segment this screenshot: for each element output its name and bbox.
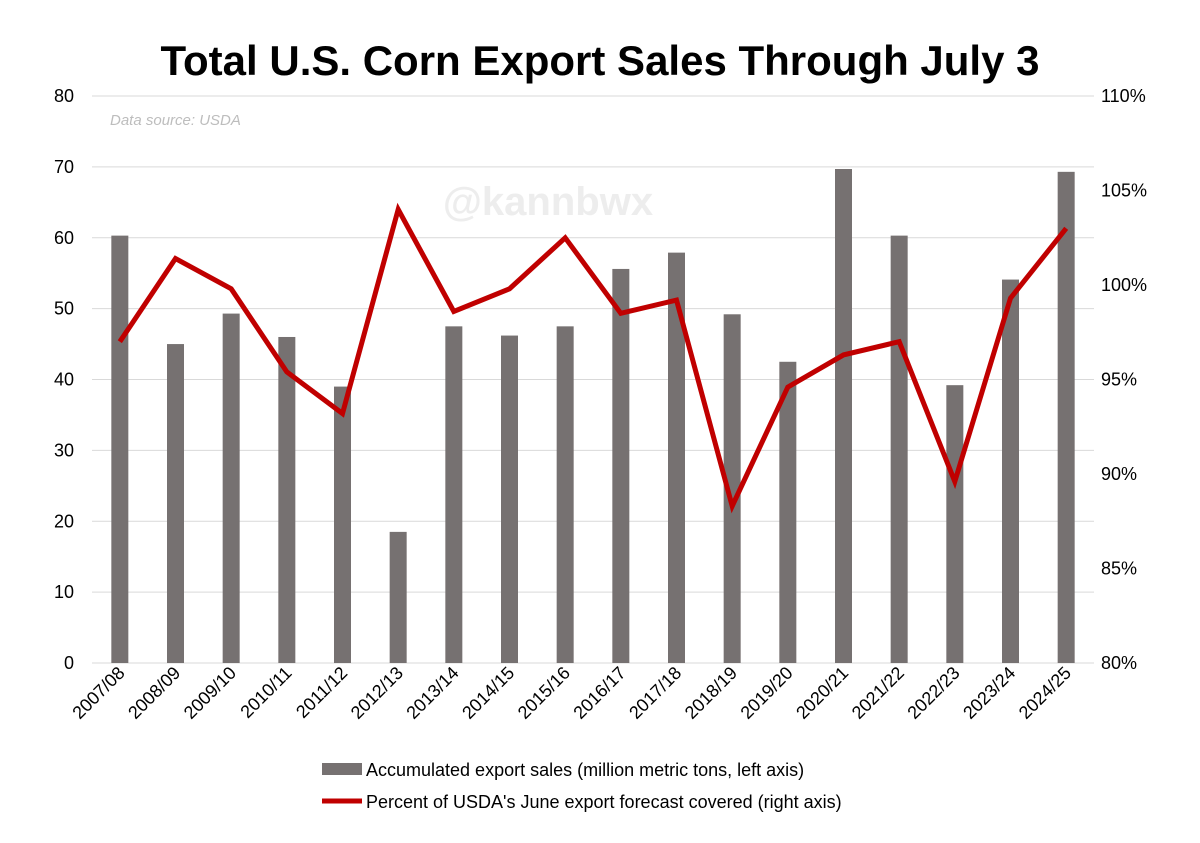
x-tick-label: 2011/12 xyxy=(292,663,351,722)
bar xyxy=(1002,279,1019,663)
left-axis-ticks: 0 10 20 30 40 50 60 70 80 xyxy=(54,86,74,673)
bar xyxy=(278,336,296,663)
bar xyxy=(612,268,630,663)
bar-series xyxy=(111,169,1075,664)
bar xyxy=(668,252,685,664)
right-tick-label: 85% xyxy=(1101,559,1137,579)
legend-label-line: Percent of USDA's June export forecast c… xyxy=(366,792,842,812)
left-tick-label: 40 xyxy=(54,370,74,390)
bar xyxy=(779,361,797,663)
gridlines xyxy=(92,95,1094,664)
x-tick-label: 2010/11 xyxy=(236,663,295,722)
data-source-note: Data source: USDA xyxy=(110,112,241,129)
x-tick-label: 2015/16 xyxy=(514,663,574,723)
x-tick-label: 2014/15 xyxy=(458,663,518,723)
bar xyxy=(501,335,518,663)
left-tick-label: 20 xyxy=(54,511,74,531)
bar xyxy=(723,314,741,663)
x-tick-label: 2024/25 xyxy=(1015,663,1075,723)
legend: Accumulated export sales (million metric… xyxy=(322,760,842,812)
chart-title: Total U.S. Corn Export Sales Through Jul… xyxy=(160,37,1039,84)
bar xyxy=(389,531,407,663)
right-tick-label: 95% xyxy=(1101,370,1137,390)
series-line xyxy=(117,202,1069,514)
x-tick-label: 2013/14 xyxy=(403,663,463,723)
right-tick-label: 90% xyxy=(1101,464,1137,484)
left-tick-label: 0 xyxy=(64,653,74,673)
x-tick-label: 2019/20 xyxy=(737,663,797,723)
bar xyxy=(1057,171,1075,663)
bar xyxy=(111,235,129,663)
left-tick-label: 80 xyxy=(54,86,74,106)
x-tick-label: 2018/19 xyxy=(681,663,741,723)
left-tick-label: 70 xyxy=(54,157,74,177)
bar xyxy=(167,344,184,663)
bar xyxy=(222,313,240,663)
x-tick-label: 2016/17 xyxy=(570,663,630,723)
legend-swatch-bars xyxy=(322,763,362,775)
left-tick-label: 10 xyxy=(54,582,74,602)
x-tick-label: 2008/09 xyxy=(124,663,184,723)
right-tick-label: 80% xyxy=(1101,653,1137,673)
x-tick-label: 2023/24 xyxy=(959,663,1019,723)
legend-label-bars: Accumulated export sales (million metric… xyxy=(366,760,804,780)
x-tick-label: 2009/10 xyxy=(180,663,240,723)
bar xyxy=(890,235,908,663)
bar xyxy=(445,326,463,663)
x-tick-label: 2022/23 xyxy=(904,663,964,723)
x-tick-label: 2020/21 xyxy=(792,663,852,723)
right-tick-label: 110% xyxy=(1101,86,1146,106)
x-tick-label: 2012/13 xyxy=(347,663,407,723)
right-tick-label: 100% xyxy=(1101,275,1147,295)
x-tick-label: 2017/18 xyxy=(625,663,685,723)
bar xyxy=(835,169,852,663)
bar xyxy=(334,386,351,663)
right-tick-label: 105% xyxy=(1101,181,1147,201)
bar xyxy=(556,326,574,663)
x-axis-ticks: 2007/082008/092009/102010/112011/122012/… xyxy=(69,663,1075,723)
x-tick-label: 2021/22 xyxy=(848,663,908,723)
x-tick-label: 2007/08 xyxy=(69,663,129,723)
line-series xyxy=(117,202,1069,514)
left-tick-label: 50 xyxy=(54,299,74,319)
left-tick-label: 60 xyxy=(54,228,74,248)
watermark: @kannbwx xyxy=(443,180,653,224)
right-axis-ticks: 80% 85% 90% 95% 100% 105% 110% xyxy=(1101,86,1147,673)
left-tick-label: 30 xyxy=(54,440,74,460)
bar xyxy=(946,385,964,663)
